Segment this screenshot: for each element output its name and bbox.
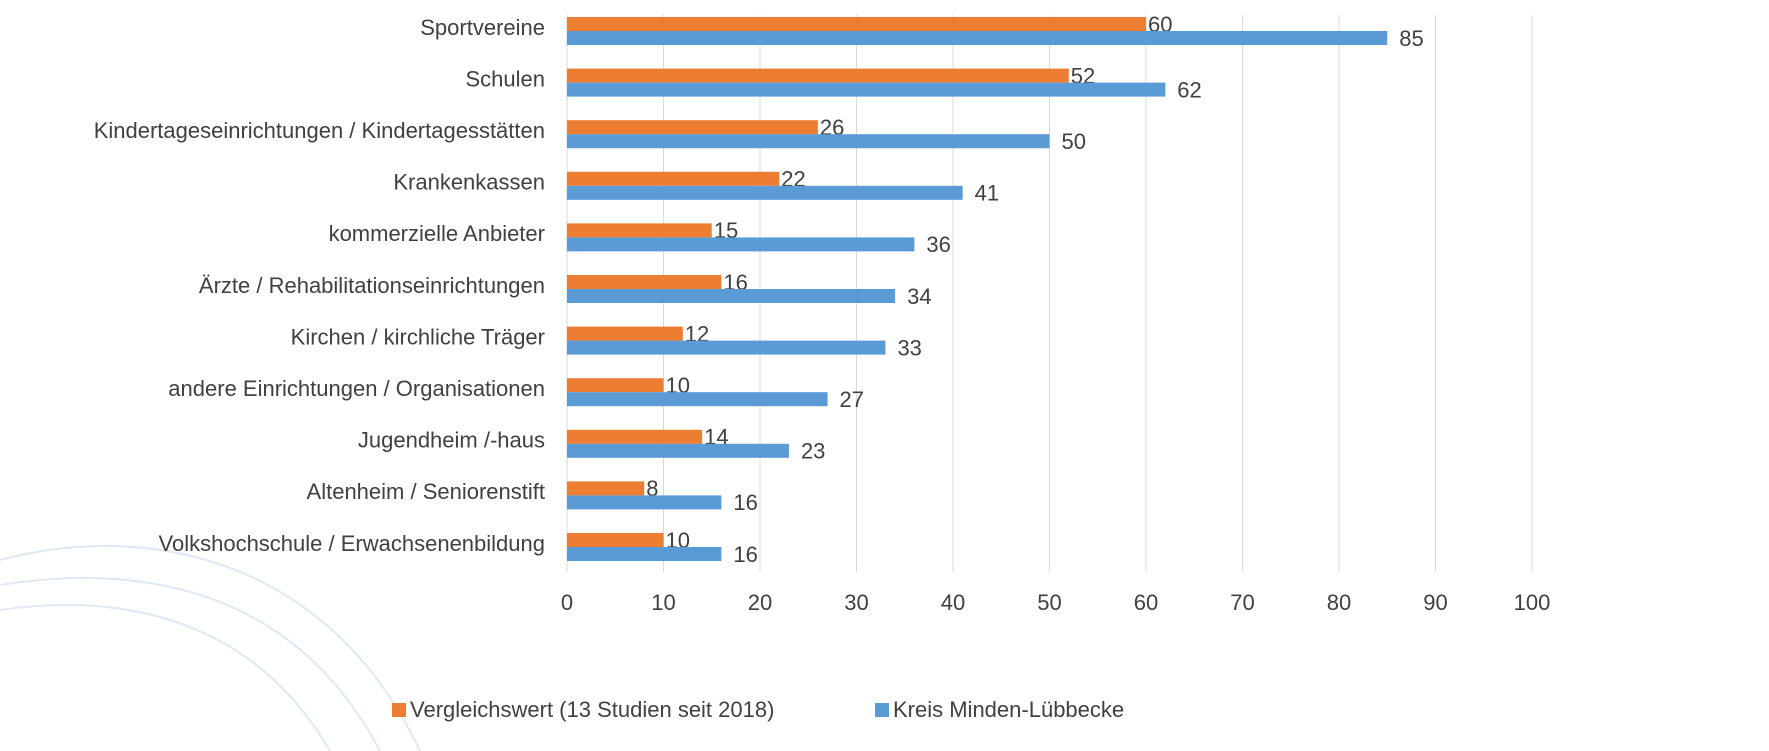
y-tick-label: Kindertageseinrichtungen / Kindertagesst… <box>94 118 545 143</box>
bar <box>567 340 886 355</box>
bar <box>567 429 703 444</box>
x-tick-label: 10 <box>651 590 675 615</box>
data-label: 16 <box>733 542 757 567</box>
x-tick-label: 0 <box>561 590 573 615</box>
x-tick-label: 70 <box>1230 590 1254 615</box>
y-tick-label: Schulen <box>465 66 545 91</box>
data-label: 33 <box>897 335 921 360</box>
y-tick-label: Ärzte / Rehabilitationseinrichtungen <box>199 273 545 298</box>
bar <box>567 223 712 238</box>
y-tick-label: andere Einrichtungen / Organisationen <box>168 376 545 401</box>
y-tick-label: kommerzielle Anbieter <box>329 221 545 246</box>
data-label: 62 <box>1177 77 1201 102</box>
data-label: 23 <box>801 439 825 464</box>
bar <box>567 443 789 458</box>
bar <box>567 237 915 252</box>
x-tick-label: 100 <box>1514 590 1551 615</box>
data-label: 27 <box>840 387 864 412</box>
data-label: 8 <box>646 476 658 501</box>
decoration <box>0 545 421 751</box>
bar <box>567 326 683 341</box>
legend-swatch <box>392 703 406 717</box>
x-tick-label: 60 <box>1134 590 1158 615</box>
data-label: 85 <box>1399 26 1423 51</box>
data-label: 50 <box>1062 129 1086 154</box>
legend-swatch <box>875 703 889 717</box>
bar <box>567 392 828 407</box>
bar <box>567 31 1388 45</box>
y-tick-label: Volkshochschule / Erwachsenenbildung <box>159 531 545 556</box>
bar <box>567 134 1050 149</box>
y-tick-label: Kirchen / kirchliche Träger <box>291 324 545 349</box>
bar <box>567 378 664 393</box>
legend-label: Vergleichswert (13 Studien seit 2018) <box>410 697 774 722</box>
bar <box>567 171 780 186</box>
bar <box>567 275 722 289</box>
x-tick-label: 30 <box>844 590 868 615</box>
y-tick-label: Krankenkassen <box>393 170 545 195</box>
bar <box>567 289 896 303</box>
y-tick-label: Sportvereine <box>420 15 545 40</box>
bar <box>567 68 1069 83</box>
bar <box>567 185 963 200</box>
data-label: 16 <box>733 490 757 515</box>
bar <box>567 533 664 547</box>
bar <box>567 120 818 135</box>
bar <box>567 17 1146 31</box>
x-tick-label: 40 <box>941 590 965 615</box>
legend-label: Kreis Minden-Lübbecke <box>893 697 1124 722</box>
bar <box>567 495 722 510</box>
x-tick-label: 90 <box>1423 590 1447 615</box>
data-label: 36 <box>926 232 950 257</box>
bar <box>567 481 645 496</box>
data-label: 41 <box>975 181 999 206</box>
bar <box>567 82 1166 97</box>
x-tick-label: 20 <box>748 590 772 615</box>
bar <box>567 547 722 561</box>
y-tick-label: Jugendheim /-haus <box>358 428 545 453</box>
x-tick-label: 50 <box>1037 590 1061 615</box>
x-tick-label: 80 <box>1327 590 1351 615</box>
data-label: 34 <box>907 284 931 309</box>
y-tick-label: Altenheim / Seniorenstift <box>307 479 545 504</box>
